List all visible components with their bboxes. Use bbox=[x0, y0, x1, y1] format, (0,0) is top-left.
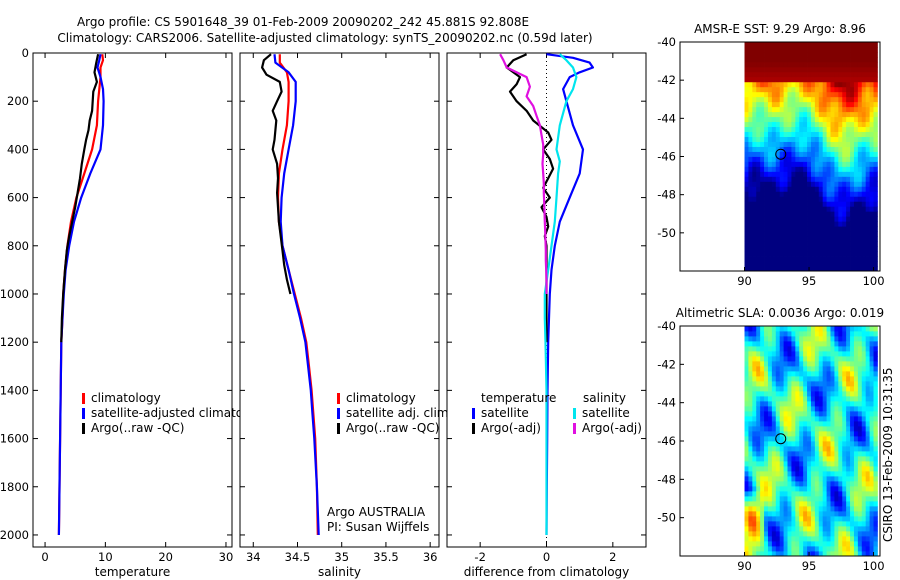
sst_map-xtick-label: 95 bbox=[802, 274, 817, 288]
sst_map-ytick-label: -48 bbox=[657, 188, 676, 202]
argo-institution-label: Argo AUSTRALIA bbox=[327, 505, 426, 519]
sst_map-ytick-label: -46 bbox=[657, 150, 676, 164]
temperature-legend-swatch bbox=[82, 423, 85, 434]
temperature-legend-swatch bbox=[82, 393, 85, 404]
difference-series-salinity-satellite bbox=[543, 53, 578, 535]
difference-xlabel: difference from climatology bbox=[464, 565, 630, 579]
temperature-series-argo-raw-qc- bbox=[60, 53, 100, 343]
difference-legend-salinity-title: salinity bbox=[583, 391, 626, 405]
sla_map-ytick-label: -42 bbox=[657, 357, 676, 371]
depth-tick-label: 1400 bbox=[0, 383, 29, 397]
difference-series-salinity-argo-adj- bbox=[499, 53, 548, 294]
sst_map-ytick-label: -42 bbox=[657, 73, 676, 87]
depth-tick-label: 0 bbox=[22, 46, 29, 60]
header-line-2: Climatology: CARS2006. Satellite-adjuste… bbox=[57, 31, 592, 45]
salinity-legend-label: climatology bbox=[346, 391, 416, 405]
sst_map-title: AMSR-E SST: 9.29 Argo: 8.96 bbox=[694, 22, 866, 36]
sla-map-panel: 90 95 100 -40 -42 -44 -46 -48 -50 Altimetric SLA:… bbox=[657, 306, 884, 573]
depth-tick-label: 1600 bbox=[0, 432, 29, 446]
sst_map-xtick-label: 100 bbox=[863, 274, 885, 288]
depth-tick-label: 1200 bbox=[0, 335, 29, 349]
difference-xtick-label: -2 bbox=[474, 550, 485, 564]
sst_map-argo-position-marker bbox=[775, 148, 787, 160]
depth-tick-label: 200 bbox=[7, 94, 29, 108]
sla_map-pixels bbox=[744, 326, 878, 557]
sla_map-xtick-label: 95 bbox=[802, 559, 817, 573]
sla_map-ytick-label: -44 bbox=[657, 396, 676, 410]
depth-tick-label: 1800 bbox=[0, 480, 29, 494]
difference-series-temperature-satellite bbox=[545, 53, 594, 536]
difference-salinity-legend-label: Argo(-adj) bbox=[582, 421, 642, 435]
argo-pi-label: PI: Susan Wijffels bbox=[327, 520, 429, 534]
sla_map-argo-position-marker bbox=[775, 433, 787, 445]
sst_map-ytick-label: -44 bbox=[657, 111, 676, 125]
depth-tick-label: 800 bbox=[7, 239, 29, 253]
temperature-axes-box bbox=[32, 52, 233, 548]
header-line-1: Argo profile: CS 5901648_39 01-Feb-2009 … bbox=[77, 15, 529, 29]
salinity-xtick-label: 36 bbox=[423, 550, 438, 564]
difference-salinity-legend-label: satellite bbox=[582, 406, 630, 420]
sla_map-title: Altimetric SLA: 0.0036 Argo: 0.019 bbox=[676, 306, 884, 320]
salinity-legend-label: Argo(..raw -QC) bbox=[346, 421, 439, 435]
difference-series-temperature-argo-adj- bbox=[505, 53, 555, 343]
salinity-xtick-label: 35 bbox=[334, 550, 349, 564]
difference-temperature-legend-swatch bbox=[472, 408, 475, 419]
sla_map-ytick-label: -48 bbox=[657, 472, 676, 486]
difference-xtick-label: 0 bbox=[543, 550, 550, 564]
temperature-xtick-label: 30 bbox=[219, 550, 234, 564]
temperature-xtick-label: 0 bbox=[41, 550, 48, 564]
salinity-legend-label: satellite adj. clim. bbox=[346, 406, 452, 420]
temperature-xtick-label: 10 bbox=[98, 550, 113, 564]
salinity-series-argo-raw-qc- bbox=[261, 53, 292, 295]
temperature-profile-panel: 0 10 20 30 0 200 400 600 800 1000 1200 1400 1600 1800… bbox=[0, 46, 269, 579]
sst_map-xtick-label: 90 bbox=[737, 274, 752, 288]
temperature-legend-swatch bbox=[82, 408, 85, 419]
salinity-axes-box bbox=[239, 52, 440, 548]
salinity-legend-swatch bbox=[337, 408, 340, 419]
salinity-legend-swatch bbox=[337, 393, 340, 404]
temperature-legend-label: climatology bbox=[91, 391, 161, 405]
sst_map-pixels bbox=[744, 42, 878, 272]
difference-temperature-legend-label: satellite bbox=[481, 406, 529, 420]
depth-tick-label: 2000 bbox=[0, 528, 29, 542]
sla_map-ytick-label: -50 bbox=[657, 511, 676, 525]
difference-xtick-label: 2 bbox=[609, 550, 616, 564]
difference-legend-temperature-title: temperature bbox=[481, 391, 556, 405]
sst_map-ytick-label: -50 bbox=[657, 226, 676, 240]
salinity-profile-panel: 34 34.5 35 35.5 36 salinity climatologysatelli… bbox=[239, 52, 452, 579]
temperature-xtick-label: 20 bbox=[158, 550, 173, 564]
sla_map-ytick-label: -46 bbox=[657, 434, 676, 448]
temperature-series-satellite-adjusted-climatology bbox=[57, 53, 105, 536]
sla_map-xtick-label: 90 bbox=[737, 559, 752, 573]
temperature-legend-label: Argo(..raw -QC) bbox=[91, 421, 184, 435]
salinity-xtick-label: 34 bbox=[246, 550, 261, 564]
temperature-legend-label: satellite-adjusted climatology bbox=[91, 406, 269, 420]
difference-temperature-legend-label: Argo(-adj) bbox=[481, 421, 541, 435]
csiro-stamp: CSIRO 13-Feb-2009 10:31:35 bbox=[881, 367, 895, 542]
salinity-xlabel: salinity bbox=[318, 565, 361, 579]
depth-tick-label: 1000 bbox=[0, 287, 29, 301]
sla_map-xtick-label: 100 bbox=[863, 559, 885, 573]
salinity-xtick-label: 34.5 bbox=[285, 550, 311, 564]
difference-salinity-legend-swatch bbox=[573, 423, 576, 434]
difference-temperature-legend-swatch bbox=[472, 423, 475, 434]
sla_map-ytick-label: -40 bbox=[657, 319, 676, 333]
salinity-legend-swatch bbox=[337, 423, 340, 434]
sst_map-ytick-label: -40 bbox=[657, 35, 676, 49]
difference-salinity-legend-swatch bbox=[573, 408, 576, 419]
temperature-xlabel: temperature bbox=[95, 565, 170, 579]
sst-map-panel: 90 95 100 -40 -42 -44 -46 -48 -50 AMSR-E SST: 9.2… bbox=[657, 22, 884, 288]
depth-tick-label: 400 bbox=[7, 142, 29, 156]
salinity-xtick-label: 35.5 bbox=[373, 550, 399, 564]
depth-tick-label: 600 bbox=[7, 191, 29, 205]
